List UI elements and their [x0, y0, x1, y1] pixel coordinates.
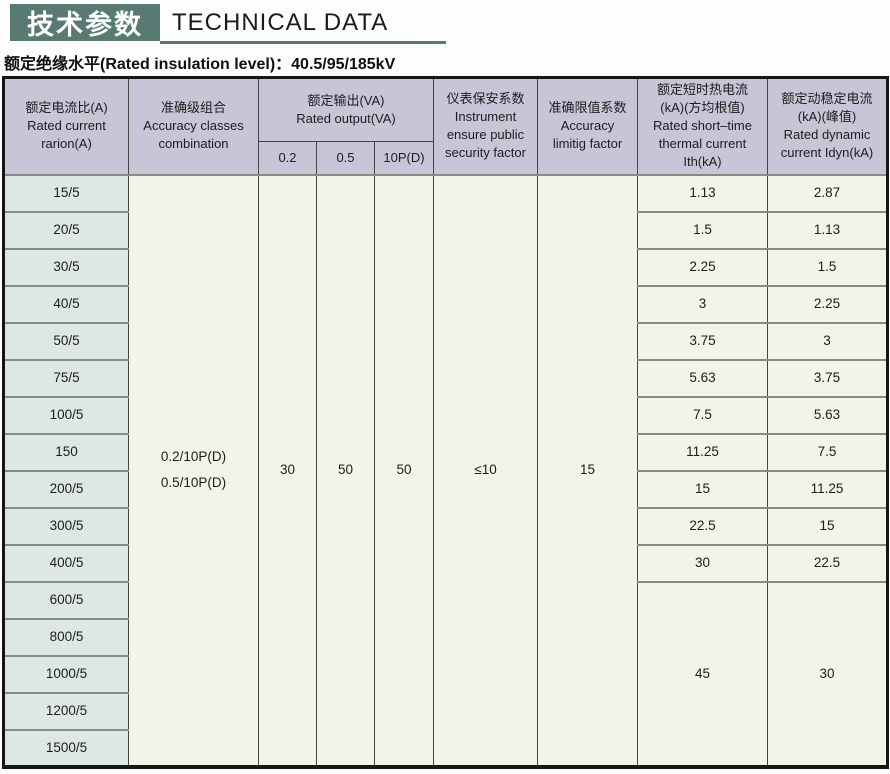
table-row: 150 11.25 7.5	[3, 432, 888, 472]
output-10pd-cell: 50	[374, 173, 434, 768]
table-row: 400/5 30 22.5	[3, 543, 888, 583]
title-underline	[160, 41, 446, 44]
table-row: 40/5 3 2.25	[3, 284, 888, 324]
table-row: 100/5 7.5 5.63	[3, 395, 888, 435]
col-header-dynamic-current: 额定动稳定电流 (kA)(峰值) Rated dynamic current I…	[767, 77, 888, 175]
col-header-rated-current-ratio: 额定电流比(A) Rated current rarion(A)	[3, 77, 129, 175]
table-row: 600/5 45 30	[3, 580, 888, 768]
ratio-cell: 1500/5	[3, 728, 129, 768]
ratio-cell: 100/5	[3, 395, 129, 435]
idyn-cell: 3	[767, 321, 888, 361]
ith-cell: 15	[637, 469, 768, 509]
idyn-cell: 15	[767, 506, 888, 546]
ith-cell: 3.75	[637, 321, 768, 361]
table-row: 200/5 15 11.25	[3, 469, 888, 509]
ith-cell: 2.25	[637, 247, 768, 287]
ratio-cell: 800/5	[3, 617, 129, 657]
ratio-cell: 50/5	[3, 321, 129, 361]
ratio-cell: 40/5	[3, 284, 129, 324]
ith-cell: 7.5	[637, 395, 768, 435]
ratio-cell: 15/5	[3, 173, 129, 213]
col-header-accuracy-combination: 准确级组合 Accuracy classes combination	[128, 77, 259, 175]
table-row: 50/5 3.75 3	[3, 321, 888, 361]
ratio-cell: 400/5	[3, 543, 129, 583]
table-row: 1000/5	[3, 654, 888, 694]
ratio-cell: 20/5	[3, 210, 129, 250]
output-0-2-cell: 30	[258, 173, 317, 768]
table-row: 1500/5	[3, 728, 888, 768]
ratio-cell: 1000/5	[3, 654, 129, 694]
ith-merged-cell: 45	[637, 580, 768, 768]
accuracy-combo-cell: 0.2/10P(D) 0.5/10P(D)	[128, 173, 259, 768]
idyn-cell: 1.13	[767, 210, 888, 250]
idyn-cell: 5.63	[767, 395, 888, 435]
section-title-cn: 技术参数	[10, 4, 160, 41]
ith-cell: 11.25	[637, 432, 768, 472]
ith-cell: 1.13	[637, 173, 768, 213]
table-row: 75/5 5.63 3.75	[3, 358, 888, 398]
table-row: 1200/5	[3, 691, 888, 731]
table-row: 20/5 1.5 1.13	[3, 210, 888, 250]
ratio-cell: 1200/5	[3, 691, 129, 731]
output-0-5-cell: 50	[316, 173, 375, 768]
col-header-rated-output: 额定输出(VA) Rated output(VA)	[258, 77, 434, 142]
ith-cell: 3	[637, 284, 768, 324]
idyn-merged-cell: 30	[767, 580, 888, 768]
idyn-cell: 22.5	[767, 543, 888, 583]
col-header-accuracy-limit-factor: 准确限值系数 Accuracy limitig factor	[537, 77, 638, 175]
ith-cell: 5.63	[637, 358, 768, 398]
ith-cell: 1.5	[637, 210, 768, 250]
ratio-cell: 30/5	[3, 247, 129, 287]
idyn-cell: 2.25	[767, 284, 888, 324]
table-row: 800/5	[3, 617, 888, 657]
accuracy-limit-factor-cell: 15	[537, 173, 638, 768]
ith-cell: 22.5	[637, 506, 768, 546]
idyn-cell: 11.25	[767, 469, 888, 509]
ratio-cell: 150	[3, 432, 129, 472]
insulation-level-line: 额定绝缘水平(Rated insulation level)：40.5/95/1…	[4, 56, 396, 73]
ratio-cell: 300/5	[3, 506, 129, 546]
subcol-header-0-5: 0.5	[316, 141, 375, 175]
idyn-cell: 7.5	[767, 432, 888, 472]
col-header-instrument-security-factor: 仪表保安系数 Instrument ensure public security…	[433, 77, 538, 175]
col-header-short-time-thermal-current: 额定短时热电流 (kA)(方均根值) Rated short–time ther…	[637, 77, 768, 175]
technical-data-table: 额定电流比(A) Rated current rarion(A) 准确级组合 A…	[2, 76, 889, 769]
ratio-cell: 600/5	[3, 580, 129, 620]
table-row: 30/5 2.25 1.5	[3, 247, 888, 287]
table-row: 15/5 0.2/10P(D) 0.5/10P(D) 30 50 50 ≤10 …	[3, 173, 888, 768]
subcol-header-0-2: 0.2	[258, 141, 317, 175]
idyn-cell: 1.5	[767, 247, 888, 287]
ith-cell: 30	[637, 543, 768, 583]
instrument-factor-cell: ≤10	[433, 173, 538, 768]
idyn-cell: 3.75	[767, 358, 888, 398]
subcol-header-10pd: 10P(D)	[374, 141, 434, 175]
ratio-cell: 75/5	[3, 358, 129, 398]
idyn-cell: 2.87	[767, 173, 888, 213]
ratio-cell: 200/5	[3, 469, 129, 509]
section-title-en: TECHNICAL DATA	[172, 9, 389, 36]
table-row: 300/5 22.5 15	[3, 506, 888, 546]
